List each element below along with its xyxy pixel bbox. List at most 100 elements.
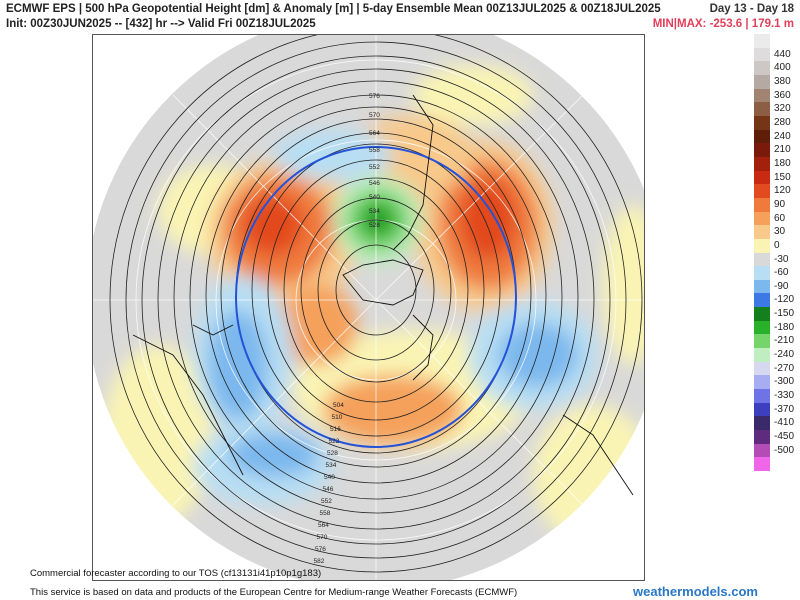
colorbar-swatch bbox=[754, 34, 770, 48]
colorbar-swatch bbox=[754, 416, 770, 431]
colorbar-swatch bbox=[754, 457, 770, 471]
colorbar-row bbox=[754, 34, 800, 48]
colorbar-label: -500 bbox=[774, 444, 795, 456]
coastlines bbox=[132, 94, 634, 496]
colorbar-row: -150 bbox=[754, 307, 800, 321]
colorbar-row: 0 bbox=[754, 238, 800, 253]
colorbar-label: 210 bbox=[774, 144, 791, 156]
colorbar-label: -270 bbox=[774, 362, 795, 374]
colorbar-label: 90 bbox=[774, 198, 786, 210]
colorbar-swatch bbox=[754, 279, 770, 294]
colorbar-swatch bbox=[754, 375, 770, 390]
contour-label: 522 bbox=[329, 438, 340, 445]
colorbar-swatch bbox=[754, 443, 770, 458]
colorbar-row: 150 bbox=[754, 170, 800, 185]
colorbar-swatch bbox=[754, 389, 770, 403]
colorbar-label: -300 bbox=[774, 376, 795, 388]
colorbar-row: 210 bbox=[754, 143, 800, 157]
highlight-contour bbox=[235, 146, 517, 448]
colorbar-row: -300 bbox=[754, 375, 800, 390]
contour-label: 540 bbox=[369, 194, 380, 201]
colorbar-swatch bbox=[754, 88, 770, 103]
colorbar-swatch bbox=[754, 211, 770, 226]
colorbar-swatch bbox=[754, 102, 770, 116]
colorbar-row: -270 bbox=[754, 361, 800, 376]
day-range: Day 13 - Day 18 bbox=[709, 3, 794, 15]
colorbar-label: -370 bbox=[774, 403, 795, 415]
colorbar-row: -370 bbox=[754, 402, 800, 417]
colorbar-swatch bbox=[754, 307, 770, 321]
colorbar-row: -60 bbox=[754, 266, 800, 280]
contour-label: 564 bbox=[318, 522, 329, 529]
contour-label: 534 bbox=[326, 462, 337, 469]
contour-label: 564 bbox=[369, 130, 380, 137]
colorbar-label: -450 bbox=[774, 431, 795, 443]
colorbar-swatch bbox=[754, 115, 770, 130]
colorbar-label: 400 bbox=[774, 62, 791, 74]
colorbar-row: 400 bbox=[754, 61, 800, 75]
colorbar-label: -30 bbox=[774, 253, 789, 265]
init-valid-line: Init: 00Z30JUN2025 -- [432] hr --> Valid… bbox=[6, 18, 316, 30]
colorbar-swatch bbox=[754, 61, 770, 75]
brand-link[interactable]: weathermodels.com bbox=[633, 584, 758, 599]
colorbar-swatch bbox=[754, 402, 770, 417]
ecmwf-credit: This service is based on data and produc… bbox=[30, 587, 518, 598]
colorbar-swatch bbox=[754, 361, 770, 376]
contour-label: 576 bbox=[315, 546, 326, 553]
colorbar-swatch bbox=[754, 225, 770, 239]
colorbar-row: 240 bbox=[754, 129, 800, 144]
colorbar-swatch bbox=[754, 238, 770, 253]
contour-label: 510 bbox=[332, 414, 343, 421]
colorbar-label: -90 bbox=[774, 280, 789, 292]
colorbar-row: 120 bbox=[754, 184, 800, 198]
colorbar-label: -240 bbox=[774, 349, 795, 361]
min-max-readout: MIN|MAX: -253.6 | 179.1 m bbox=[652, 18, 794, 30]
colorbar-swatch bbox=[754, 184, 770, 198]
colorbar-swatch bbox=[754, 320, 770, 335]
colorbar-swatch bbox=[754, 266, 770, 280]
colorbar-label: 120 bbox=[774, 185, 791, 197]
contour-label: 552 bbox=[321, 498, 332, 505]
colorbar-row: 180 bbox=[754, 156, 800, 171]
contour-label: 570 bbox=[317, 534, 328, 541]
colorbar-row: 280 bbox=[754, 115, 800, 130]
colorbar-label: 320 bbox=[774, 103, 791, 115]
colorbar-row: 320 bbox=[754, 102, 800, 116]
colorbar-row: -120 bbox=[754, 293, 800, 308]
colorbar-label: -210 bbox=[774, 335, 795, 347]
colorbar-swatch bbox=[754, 334, 770, 349]
colorbar-label: -60 bbox=[774, 267, 789, 279]
colorbar-swatch bbox=[754, 74, 770, 89]
colorbar-label: -150 bbox=[774, 308, 795, 320]
colorbar-swatch bbox=[754, 47, 770, 62]
polar-map[interactable]: 576 570 564 558 552 546 540 534 528 504 510 516 522 5… bbox=[92, 34, 645, 581]
contour-label: 558 bbox=[369, 147, 380, 154]
height-contours bbox=[109, 35, 643, 573]
colorbar-label: 380 bbox=[774, 75, 791, 87]
colorbar-swatch bbox=[754, 252, 770, 267]
contour-label: 540 bbox=[324, 474, 335, 481]
colorbar-row: -90 bbox=[754, 279, 800, 294]
contour-label: 534 bbox=[369, 208, 380, 215]
colorbar-row bbox=[754, 457, 800, 471]
colorbar-label: -120 bbox=[774, 294, 795, 306]
map-canvas: 576 570 564 558 552 546 540 534 528 504 510 516 522 5… bbox=[93, 35, 644, 580]
contour-label: 546 bbox=[369, 180, 380, 187]
colorbar-row: -410 bbox=[754, 416, 800, 431]
colorbar-label: 0 bbox=[774, 239, 780, 251]
colorbar-label: 280 bbox=[774, 116, 791, 128]
colorbar-row: 60 bbox=[754, 211, 800, 226]
colorbar-row: 380 bbox=[754, 74, 800, 89]
colorbar-row: 440 bbox=[754, 47, 800, 62]
contour-label: 582 bbox=[314, 558, 325, 565]
colorbar-label: 60 bbox=[774, 212, 786, 224]
contour-label: 558 bbox=[320, 510, 331, 517]
colorbar-label: 180 bbox=[774, 157, 791, 169]
colorbar-label: -330 bbox=[774, 390, 795, 402]
colorbar-swatch bbox=[754, 129, 770, 144]
contour-label: 570 bbox=[369, 112, 380, 119]
colorbar-row: -330 bbox=[754, 389, 800, 403]
chart-title: ECMWF EPS | 500 hPa Geopotential Height … bbox=[6, 3, 661, 15]
colorbar-swatch bbox=[754, 156, 770, 171]
contour-label: 576 bbox=[369, 93, 380, 100]
